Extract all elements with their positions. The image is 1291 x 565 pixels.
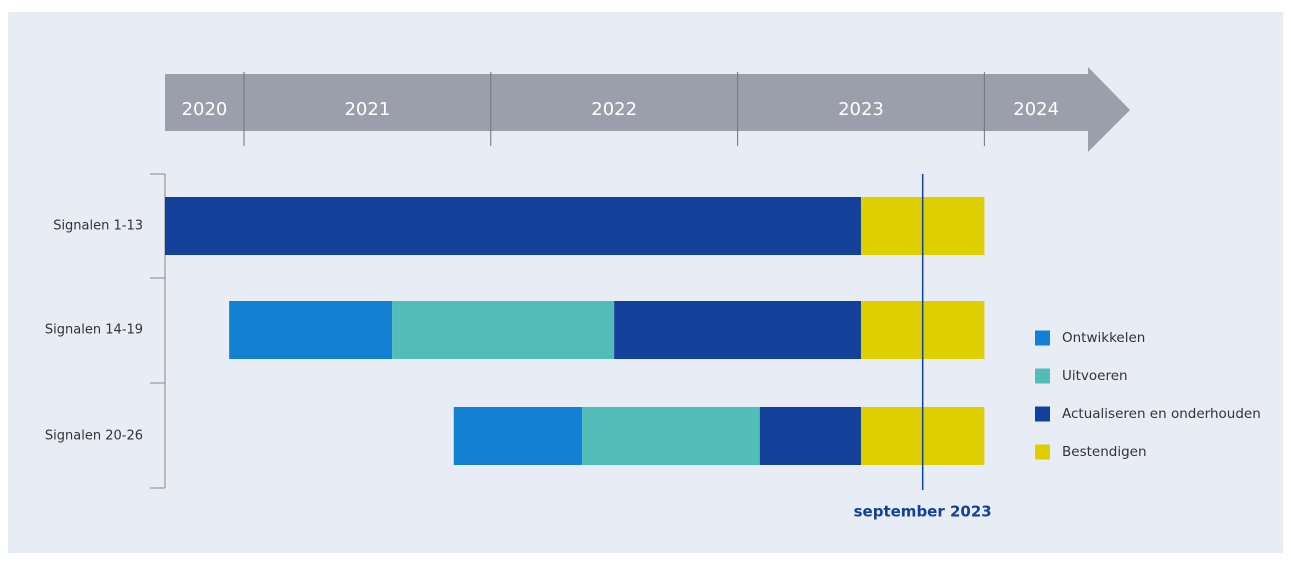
bar-segment [614,301,861,359]
bar-segment [759,407,861,465]
x-tick-label: 2021 [344,99,390,120]
bar-segment [229,301,393,359]
legend-swatch [1035,330,1050,346]
row-label: Signalen 20-26 [45,429,143,444]
bar-segment [165,197,861,255]
row-label: Signalen 1-13 [53,219,143,234]
legend-swatch [1035,406,1050,422]
x-tick-label: 2020 [182,99,228,120]
legend-swatch [1035,368,1050,384]
bar-segment [582,407,760,465]
x-tick-label: 2023 [838,99,884,120]
legend-label: Bestendigen [1062,444,1147,460]
legend-label: Actualiseren en onderhouden [1062,406,1261,422]
timeline-arrow [165,67,1130,152]
bar-segment [392,301,615,359]
x-tick-label: 2022 [591,99,637,120]
marker-label: september 2023 [854,503,992,521]
legend-label: Ontwikkelen [1062,330,1145,346]
row-label: Signalen 14-19 [45,323,143,338]
legend-label: Uitvoeren [1062,368,1128,384]
legend-swatch [1035,444,1050,460]
bar-segment [453,407,583,465]
x-tick-label: 2024 [1013,99,1059,120]
